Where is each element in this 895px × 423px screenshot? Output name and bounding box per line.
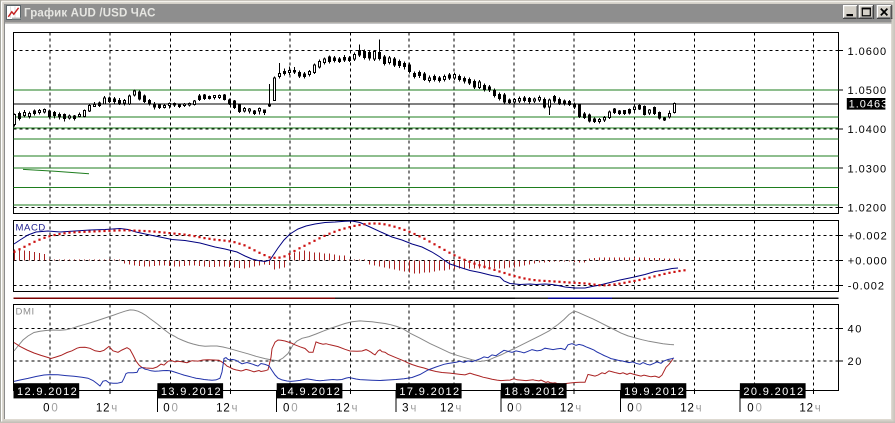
svg-text:+0.002: +0.002: [848, 231, 888, 243]
svg-text:0: 0: [163, 403, 170, 415]
svg-text:ч: ч: [410, 403, 417, 415]
svg-text:19.9.2012: 19.9.2012: [624, 386, 685, 398]
svg-text:13.9.2012: 13.9.2012: [161, 386, 222, 398]
svg-text:0: 0: [283, 403, 290, 415]
svg-text:ч: ч: [815, 403, 822, 415]
svg-text:-0.002: -0.002: [848, 281, 885, 293]
svg-text:1.0400: 1.0400: [848, 124, 888, 136]
svg-text:+0.000: +0.000: [848, 256, 888, 268]
svg-text:ч: ч: [111, 403, 118, 415]
svg-text:0: 0: [627, 403, 634, 415]
svg-text:1.0600: 1.0600: [848, 46, 888, 58]
svg-text:12: 12: [216, 403, 231, 415]
svg-text:12: 12: [440, 403, 455, 415]
svg-text:0: 0: [507, 403, 514, 415]
svg-text:12.9.2012: 12.9.2012: [17, 386, 78, 398]
svg-text:3: 3: [402, 403, 409, 415]
svg-text:12: 12: [336, 403, 351, 415]
svg-text:14.9.2012: 14.9.2012: [280, 386, 341, 398]
svg-text:0: 0: [43, 403, 50, 415]
svg-text:12: 12: [560, 403, 575, 415]
svg-text:17.9.2012: 17.9.2012: [399, 386, 460, 398]
svg-text:0: 0: [756, 403, 763, 415]
svg-text:DMI: DMI: [16, 307, 35, 318]
svg-text:12: 12: [96, 403, 111, 415]
svg-text:ч: ч: [352, 403, 359, 415]
svg-text:18.9.2012: 18.9.2012: [504, 386, 565, 398]
svg-text:20: 20: [848, 356, 863, 368]
svg-text:12: 12: [799, 403, 814, 415]
svg-text:0: 0: [747, 403, 754, 415]
svg-text:0: 0: [291, 403, 298, 415]
svg-text:40: 40: [848, 324, 863, 336]
svg-text:1.0500: 1.0500: [848, 85, 888, 97]
svg-text:ч: ч: [575, 403, 582, 415]
svg-text:12: 12: [680, 403, 695, 415]
svg-text:20.9.2012: 20.9.2012: [743, 386, 804, 398]
svg-text:ч: ч: [455, 403, 462, 415]
svg-text:0: 0: [515, 403, 522, 415]
svg-text:MACD: MACD: [16, 223, 46, 234]
svg-text:0: 0: [636, 403, 643, 415]
svg-text:0: 0: [51, 403, 58, 415]
svg-text:1.0200: 1.0200: [848, 203, 888, 215]
svg-text:0: 0: [172, 403, 179, 415]
svg-text:1.0463: 1.0463: [849, 99, 889, 111]
svg-text:1.0300: 1.0300: [848, 163, 888, 175]
svg-text:ч: ч: [696, 403, 703, 415]
svg-text:График AUD /USD ЧАС: График AUD /USD ЧАС: [24, 8, 156, 20]
svg-text:ч: ч: [232, 403, 239, 415]
